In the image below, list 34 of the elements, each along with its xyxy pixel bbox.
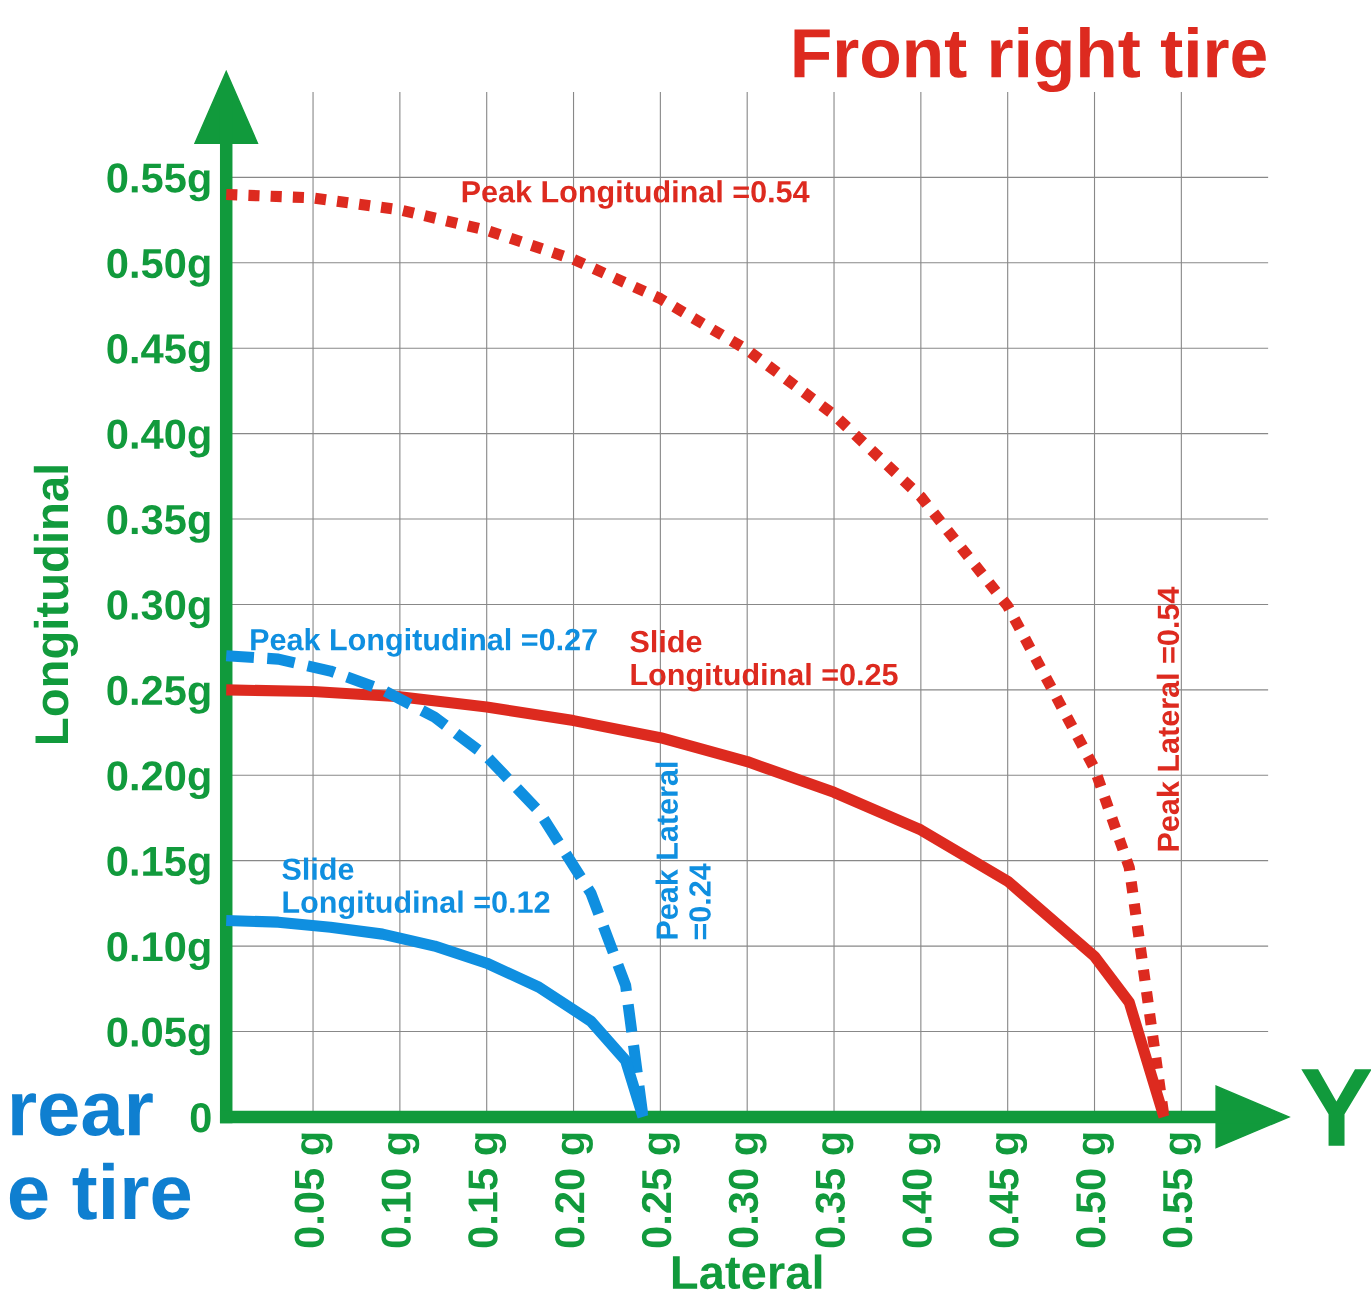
y-tick-label: 0.35g: [107, 504, 210, 543]
x-tick-label: 0.35 g: [815, 1133, 854, 1248]
chart-title: Front right tire: [794, 26, 1266, 92]
x-tick-label: 0.40 g: [902, 1133, 941, 1248]
annotation: Peak Longitudinal =0.27: [251, 628, 597, 657]
y-axis-title: Longitudinal: [33, 466, 79, 743]
annotation: Peak Lateral =0.24: [655, 762, 711, 940]
annotation: Slide Longitudinal =0.12: [282, 857, 550, 920]
y-tick-label: 0.10g: [107, 931, 210, 970]
text: rear e tire: [9, 1093, 191, 1220]
x-tick-label: 0.25 g: [641, 1133, 680, 1248]
text: Y: [1301, 1069, 1371, 1146]
annotation: Peak Lateral =0.54: [1156, 586, 1180, 851]
annotation: Slide Longitudinal =0.25: [630, 630, 898, 692]
y-tick-label: 0.15g: [107, 846, 210, 885]
y-tick-label: 0.50g: [107, 248, 210, 287]
x-tick-label: 0.05 g: [294, 1133, 333, 1248]
x-tick-label: 0.10 g: [381, 1133, 420, 1248]
y-tick-label: 0.05g: [107, 1017, 210, 1056]
x-tick-label: 0.15 g: [468, 1133, 507, 1248]
x-tick-label: 0.55 g: [1162, 1133, 1201, 1248]
y-tick-label: 0: [190, 1102, 211, 1133]
y-tick-label: 0.20g: [107, 761, 210, 800]
annotation: Peak Longitudinal =0.54: [462, 180, 810, 209]
y-tick-label: 0.30g: [107, 590, 210, 629]
x-tick-label: 0.20 g: [555, 1133, 593, 1248]
y-tick-label: 0.40g: [107, 419, 210, 458]
x-tick-label: 0.30 g: [728, 1133, 767, 1248]
x-tick-label: 0.50 g: [1076, 1133, 1114, 1248]
x-axis-title: Lateral: [672, 1254, 822, 1290]
x-tick-label: 0.45 g: [989, 1133, 1028, 1248]
y-tick-label: 0.45g: [107, 334, 210, 373]
y-tick-label: 0.25g: [107, 675, 210, 714]
y-tick-label: 0.55g: [107, 163, 210, 202]
